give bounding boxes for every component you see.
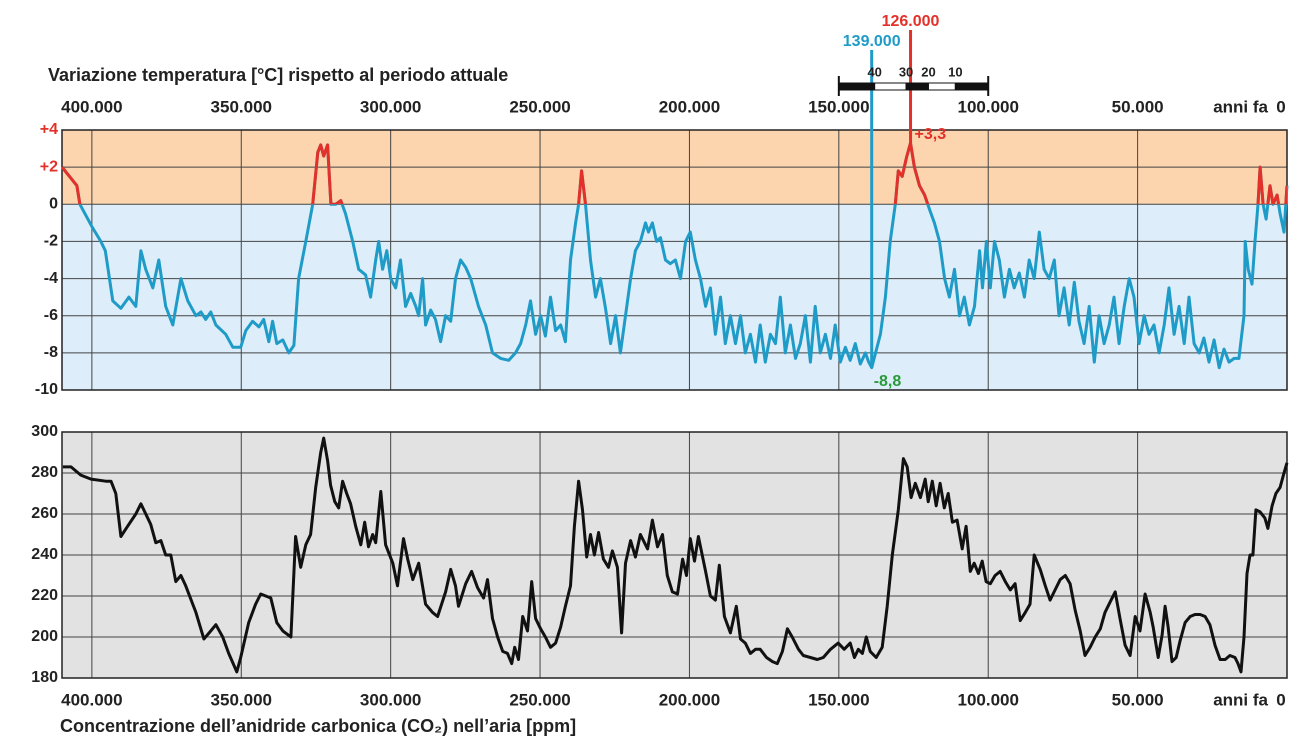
annotation-label: 126.000 <box>882 13 940 30</box>
point-label: -8,8 <box>874 373 902 390</box>
scale-tick-label: 10 <box>948 64 962 79</box>
chart-title: Variazione temperatura [°C] rispetto al … <box>48 65 508 85</box>
x-tick-label: 150.000 <box>808 690 869 709</box>
chart-title: Concentrazione dell’anidride carbonica (… <box>60 716 576 736</box>
y-tick-label: -10 <box>35 381 58 398</box>
scale-tick-label: 20 <box>921 64 935 79</box>
y-tick-label: 280 <box>31 464 58 481</box>
point-label: +3,3 <box>915 126 947 143</box>
x-tick-label: 350.000 <box>211 690 272 709</box>
x-tick-label: 100.000 <box>957 690 1018 709</box>
x-tick-label: 0 <box>1276 690 1285 709</box>
x-tick-label: 50.000 <box>1112 97 1164 116</box>
x-tick-label: 350.000 <box>211 97 272 116</box>
y-tick-label: +2 <box>40 158 58 175</box>
x-axis-label: anni fa <box>1213 690 1268 709</box>
y-tick-label: -2 <box>44 233 58 250</box>
x-tick-label: 250.000 <box>509 690 570 709</box>
y-tick-label: 200 <box>31 628 58 645</box>
x-tick-label: 250.000 <box>509 97 570 116</box>
x-axis-label: anni fa <box>1213 97 1268 116</box>
scale-segment <box>954 82 989 91</box>
plot-border <box>61 431 1288 679</box>
temperature-line-warm <box>62 141 1287 205</box>
x-tick-label: 300.000 <box>360 690 421 709</box>
x-tick-label: 400.000 <box>61 690 122 709</box>
scale-segment <box>874 82 907 91</box>
annotation-label: 139.000 <box>843 33 901 50</box>
x-tick-label: 100.000 <box>957 97 1018 116</box>
y-tick-label: -8 <box>44 344 58 361</box>
x-tick-label: 300.000 <box>360 97 421 116</box>
scale-tick-label: 40 <box>867 64 881 79</box>
plot-border <box>61 129 1288 391</box>
x-tick-label: 0 <box>1276 97 1285 116</box>
scale-segment <box>927 82 956 91</box>
x-tick-label: 50.000 <box>1112 690 1164 709</box>
cold-band <box>62 204 1287 390</box>
y-tick-label: +4 <box>40 121 58 138</box>
x-tick-label: 400.000 <box>61 97 122 116</box>
y-tick-label: 220 <box>31 587 58 604</box>
x-tick-label: 150.000 <box>808 97 869 116</box>
y-tick-label: 240 <box>31 546 58 563</box>
y-tick-label: -4 <box>44 270 58 287</box>
y-tick-label: -6 <box>44 307 58 324</box>
co2-line <box>62 436 1289 674</box>
x-tick-label: 200.000 <box>659 97 720 116</box>
scale-segment <box>838 82 876 91</box>
scale-segment <box>905 82 929 91</box>
y-tick-label: 180 <box>31 669 58 686</box>
y-tick-label: 300 <box>31 423 58 440</box>
scale-tick-label: 30 <box>899 64 913 79</box>
y-tick-label: 0 <box>49 196 58 213</box>
x-tick-label: 200.000 <box>659 690 720 709</box>
y-tick-label: 260 <box>31 505 58 522</box>
